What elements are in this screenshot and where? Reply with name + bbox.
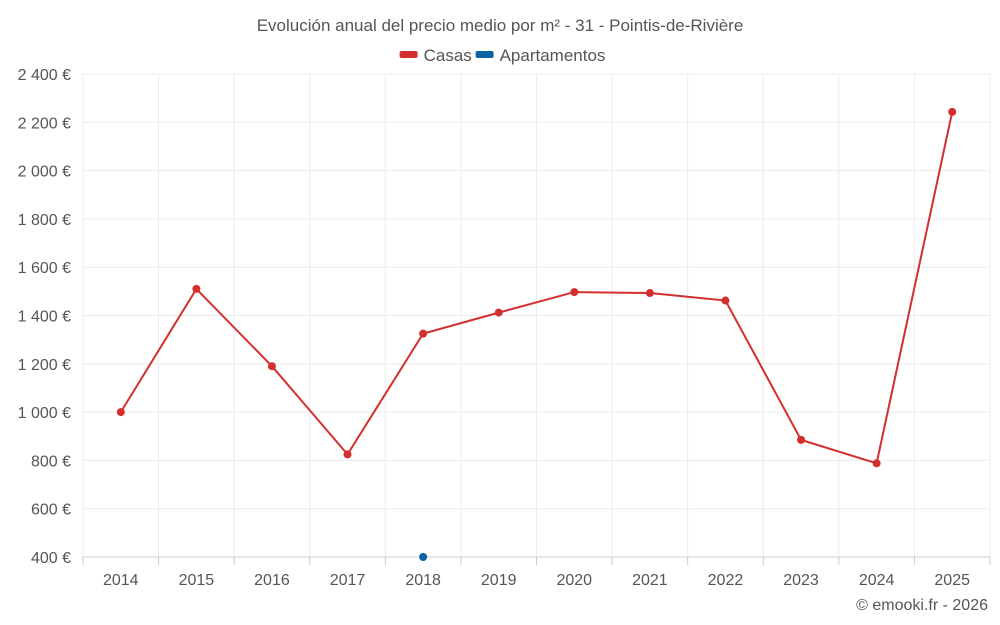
legend-label-casas: Casas (424, 46, 472, 65)
x-tick-label: 2021 (632, 572, 668, 589)
y-tick-label: 2 000 € (18, 164, 71, 181)
data-point-casas (343, 450, 352, 459)
grid (82, 73, 991, 557)
data-point-casas (797, 435, 806, 444)
data-point-casas (721, 296, 730, 305)
data-point-casas (645, 289, 654, 298)
data-point-casas (494, 308, 503, 317)
x-tick-label: 2022 (708, 572, 744, 589)
data-point-casas (116, 408, 125, 417)
y-tick-label: 2 400 € (18, 67, 71, 84)
x-tick-label: 2014 (103, 572, 139, 589)
x-tick-label: 2017 (330, 572, 366, 589)
y-tick-label: 400 € (31, 550, 71, 567)
x-tick-label: 2023 (783, 572, 819, 589)
x-tick-label: 2024 (859, 572, 895, 589)
x-tick-label: 2025 (934, 572, 970, 589)
series-line-casas (119, 111, 954, 465)
chart-title: Evolución anual del precio medio por m² … (257, 16, 744, 35)
y-tick-label: 1 600 € (18, 260, 71, 277)
y-tick-label: 600 € (31, 502, 71, 519)
x-tick-label: 2016 (254, 572, 290, 589)
legend-swatch-apartamentos (475, 51, 494, 58)
y-tick-label: 1 000 € (18, 405, 71, 422)
data-point-apartamentos (419, 553, 428, 561)
x-tick-label: 2018 (405, 572, 441, 589)
data-point-casas (267, 362, 276, 371)
legend-label-apartamentos: Apartamentos (500, 46, 606, 65)
y-tick-label: 800 € (31, 453, 71, 470)
data-point-casas (570, 288, 579, 297)
y-tick-label: 2 200 € (18, 115, 71, 132)
legend-swatch-casas (399, 51, 418, 58)
y-tick-label: 1 200 € (18, 357, 71, 374)
y-axis: 400 € 600 € 800 € 1 000 € 1 200 € 1 400 € 1 60… (18, 67, 71, 567)
series-layer (116, 107, 957, 561)
y-tick-label: 1 400 € (18, 309, 71, 326)
x-axis: 2014 2015 2016 2017 2018 2019 2020 2021 2022 2023… (82, 556, 991, 589)
x-tick-label: 2020 (556, 572, 592, 589)
data-point-casas (872, 459, 881, 468)
legend: Casas Apartamentos (399, 46, 606, 65)
data-point-casas (192, 284, 201, 293)
x-tick-label: 2019 (481, 572, 517, 589)
credit-text: © emooki.fr - 2026 (856, 597, 988, 614)
y-tick-label: 1 800 € (18, 212, 71, 229)
data-point-casas (948, 107, 957, 116)
data-point-casas (419, 329, 428, 338)
x-tick-label: 2015 (179, 572, 215, 589)
